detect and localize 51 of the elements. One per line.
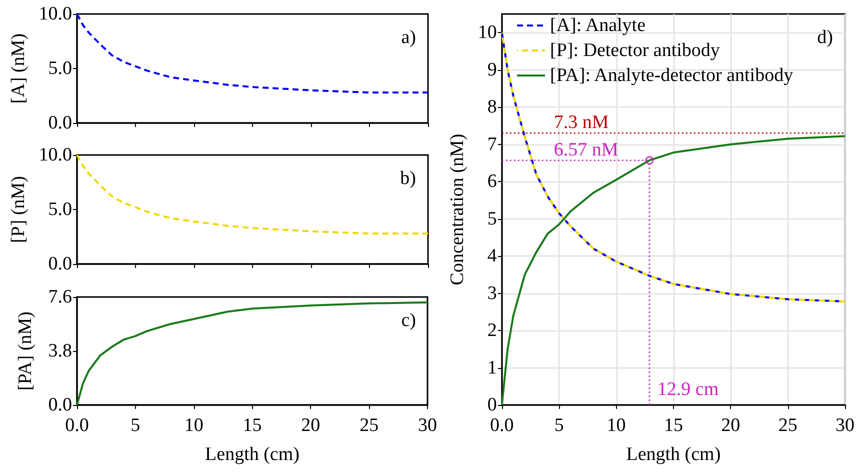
- y-tick-label: 1: [487, 357, 497, 378]
- x-tick-label: 10: [184, 415, 204, 436]
- y-tick-label: 10.0: [38, 144, 72, 166]
- ref-line-label: 7.3 nM: [554, 112, 609, 134]
- y-tick-label: 3: [487, 282, 497, 304]
- annotation: d): [817, 27, 833, 48]
- y-tick-label: 7.6: [48, 286, 72, 308]
- x-tick-label: 10: [606, 415, 626, 436]
- y-tick-label: 10.0: [38, 4, 72, 24]
- y-tick-label: 0: [487, 394, 497, 416]
- annotation: a): [401, 27, 416, 48]
- x-tick-label: 20: [301, 415, 320, 436]
- x-axis-title: Length (cm): [205, 444, 300, 465]
- y-tick-label: 0.0: [48, 394, 72, 416]
- ref-line-label: 6.57 nM: [554, 139, 618, 160]
- y-tick-label: 3.8: [48, 340, 72, 362]
- x-tick-label: 15: [664, 415, 683, 436]
- legend-label: [PA]: Analyte-detector antibody: [550, 65, 794, 86]
- annotation: c): [401, 310, 416, 331]
- x-tick-label: 25: [778, 415, 798, 436]
- y-tick-label: 5.0: [48, 199, 72, 220]
- y-tick-label: 6: [487, 171, 497, 192]
- line-series: [76, 13, 429, 94]
- x-tick-label: 25: [360, 415, 379, 436]
- y-tick-label: 5.0: [48, 58, 72, 79]
- x-axis-title: Length (cm): [626, 444, 721, 465]
- x-tick-label: 30: [418, 415, 437, 436]
- y-tick-label: 10: [478, 22, 497, 44]
- legend-label: [P]: Detector antibody: [550, 40, 720, 61]
- ref-line-label: 12.9 cm: [657, 379, 719, 400]
- y-tick-label: 0.0: [48, 112, 72, 134]
- y-tick-label: 8: [487, 96, 497, 118]
- x-tick-label: 15: [242, 415, 262, 436]
- y-tick-label: 5: [487, 208, 497, 230]
- y-axis-title: [A] (nM): [8, 33, 29, 104]
- y-tick-label: 7: [487, 134, 497, 155]
- y-axis-title: [P] (nM): [8, 176, 29, 244]
- y-tick-label: 9: [487, 59, 497, 80]
- x-tick-label: 30: [836, 415, 854, 436]
- legend-label: [A]: Analyte: [550, 15, 646, 36]
- y-tick-label: 2: [487, 320, 497, 342]
- y-tick-label: 4: [487, 246, 498, 267]
- annotation: b): [400, 168, 416, 189]
- x-tick-label: 0.0: [65, 415, 89, 436]
- x-tick-label: 5: [554, 415, 564, 436]
- x-tick-label: 20: [721, 415, 740, 436]
- x-tick-label: 5: [130, 415, 140, 436]
- line-series: [76, 154, 429, 234]
- y-axis-title: Concentration (nM): [447, 134, 468, 286]
- y-axis-title: [PA] (nM): [15, 312, 36, 390]
- y-tick-label: 0.0: [48, 254, 72, 274]
